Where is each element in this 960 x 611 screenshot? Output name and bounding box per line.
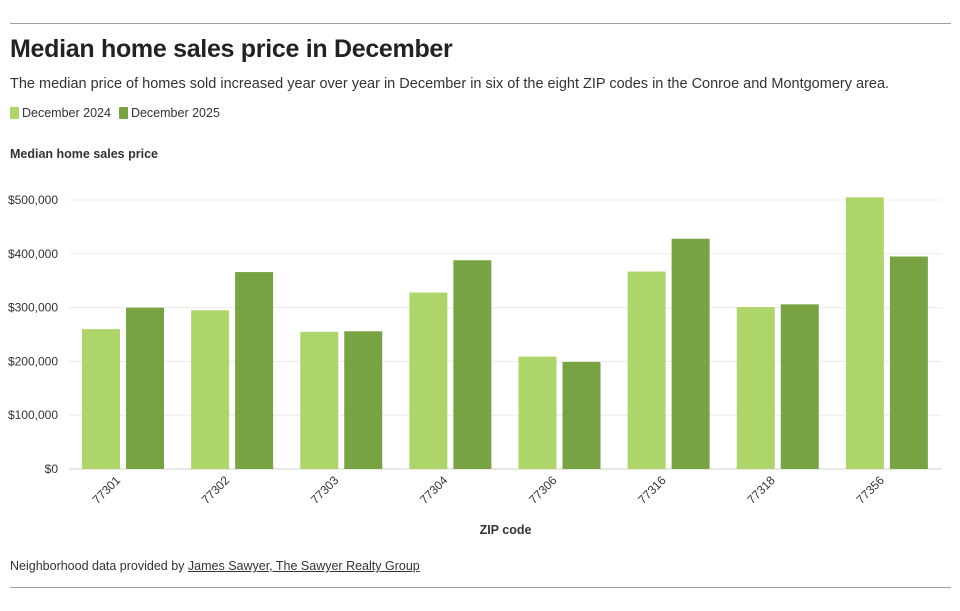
x-tick-label-77316: 77316 [635, 473, 669, 507]
bar-77303-dec-2024 [300, 331, 339, 469]
footer-credit: Neighborhood data provided by James Sawy… [10, 559, 420, 573]
bar-77301-dec-2025 [126, 307, 164, 469]
chart-subtitle: The median price of homes sold increased… [10, 76, 890, 92]
bar-77316-dec-2024 [627, 271, 666, 469]
bar-77302-dec-2024 [191, 310, 230, 469]
bar-77302-dec-2025 [235, 272, 274, 469]
x-tick-label-77356: 77356 [853, 473, 887, 507]
bar-77301-dec-2024 [82, 329, 120, 469]
bar-77306-dec-2024 [518, 356, 557, 469]
y-tick-label: $500,000 [8, 193, 58, 207]
bar-77356-dec-2025 [889, 256, 928, 469]
legend-label-dec-2025: December 2025 [130, 106, 220, 120]
x-tick-label-77302: 77302 [199, 473, 233, 507]
y-tick-label: $0 [45, 462, 59, 476]
legend-swatch-dec-2025 [118, 107, 128, 119]
bar-77316-dec-2025 [671, 238, 710, 469]
x-tick-label-77318: 77318 [744, 473, 778, 507]
y-tick-label: $100,000 [8, 408, 58, 422]
x-tick-label-77303: 77303 [308, 473, 342, 507]
bar-77356-dec-2024 [845, 197, 884, 469]
bar-77303-dec-2025 [344, 331, 383, 469]
y-tick-label: $200,000 [8, 354, 58, 368]
bar-77318-dec-2025 [780, 304, 819, 469]
y-tick-label: $300,000 [8, 301, 58, 315]
bar-77306-dec-2025 [562, 361, 601, 469]
y-axis-title: Median home sales price [10, 147, 158, 161]
bar-77304-dec-2025 [453, 260, 492, 469]
legend: December 2024 December 2025 [10, 106, 220, 120]
legend-label-dec-2024: December 2024 [22, 106, 111, 120]
footer-source-link[interactable]: James Sawyer, The Sawyer Realty Group [187, 559, 420, 573]
x-tick-label-77304: 77304 [417, 473, 451, 507]
bar-chart: $0 $100,000 $200,000 $300,000 $400,000 $500,0… [8, 193, 942, 537]
x-tick-label-77306: 77306 [526, 473, 560, 507]
top-rule [10, 23, 951, 24]
footer-prefix: Neighborhood data provided by [10, 559, 188, 573]
y-tick-label: $400,000 [8, 247, 58, 261]
legend-item-dec-2024[interactable]: December 2024 [10, 106, 111, 120]
bar-77304-dec-2024 [409, 292, 448, 469]
bar-77318-dec-2024 [736, 307, 775, 469]
legend-item-dec-2025[interactable]: December 2025 [118, 106, 220, 120]
bottom-rule [10, 587, 951, 588]
x-tick-label-77301: 77301 [90, 473, 124, 507]
x-axis-title: ZIP code [480, 523, 532, 537]
chart-title: Median home sales price in December [10, 35, 453, 63]
legend-swatch-dec-2024 [10, 107, 19, 119]
